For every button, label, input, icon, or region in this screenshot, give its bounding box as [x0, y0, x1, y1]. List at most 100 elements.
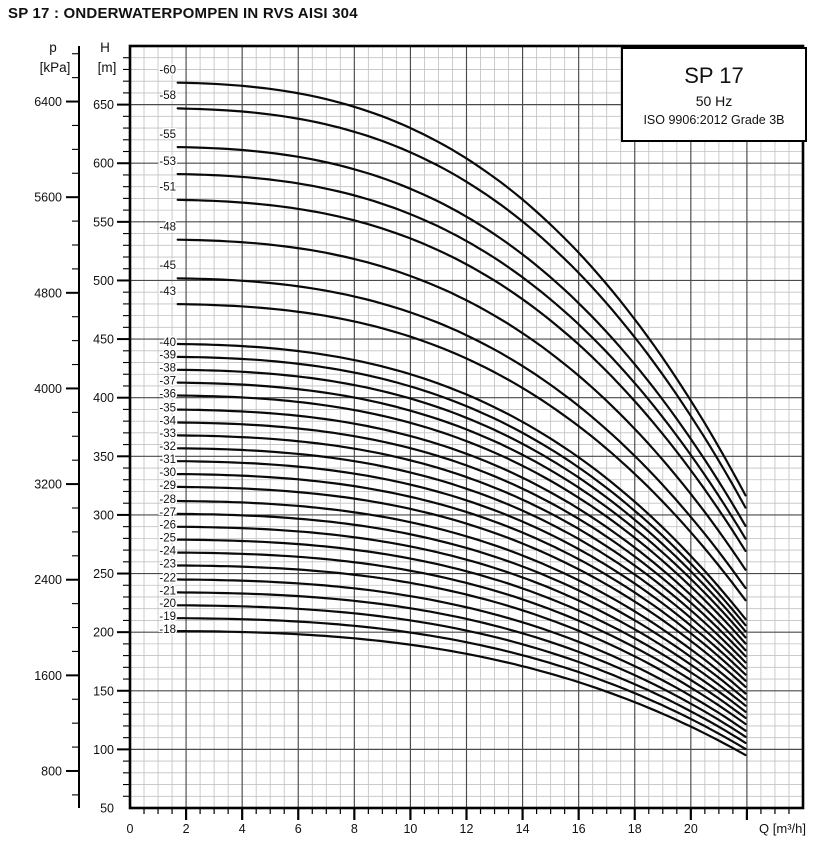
curve-sp17-33: [176, 434, 747, 664]
curve-sp17-39: [176, 355, 747, 627]
curve-sp17-35: [176, 408, 747, 652]
legend-model: SP 17: [684, 62, 744, 88]
chart-title: SP 17 : ONDERWATERPOMPEN IN RVS AISI 304: [8, 5, 358, 22]
svg-text:p: p: [49, 40, 57, 55]
curve-label: -27: [159, 507, 176, 519]
curve-sp17-53: [176, 173, 747, 540]
curve-label: -30: [159, 467, 176, 479]
curve-sp17-55: [176, 146, 747, 527]
svg-text:500: 500: [93, 274, 114, 288]
svg-text:4000: 4000: [34, 382, 62, 396]
curve-sp17-48: [176, 238, 747, 571]
curve-label: -60: [159, 64, 176, 76]
curve-labels: -60 -58 -55 -53 -51 -48 -45 -43 -40-39-38-37-36 -…: [158, 63, 178, 638]
curve-label: -51: [159, 182, 176, 194]
curve-label: -48: [159, 221, 176, 233]
curve-sp17-26: [176, 525, 747, 707]
svg-text:350: 350: [93, 450, 114, 464]
svg-text:5600: 5600: [34, 191, 62, 205]
curve-sp17-29: [176, 485, 747, 688]
curve-label: -26: [159, 520, 176, 532]
svg-text:100: 100: [93, 743, 114, 757]
curve-sp17-27: [176, 512, 747, 701]
svg-text:14: 14: [516, 822, 530, 836]
curve-sp17-37: [176, 381, 747, 639]
curve-sp17-20: [176, 604, 747, 744]
svg-text:0: 0: [127, 822, 134, 836]
svg-text:18: 18: [628, 822, 642, 836]
pump-curves: [176, 81, 747, 757]
svg-text:400: 400: [93, 391, 114, 405]
curve-sp17-34: [176, 421, 747, 658]
legend-standard: ISO 9906:2012 Grade 3B: [643, 112, 785, 127]
curve-sp17-28: [176, 499, 747, 695]
svg-text:2: 2: [183, 822, 190, 836]
legend-frequency: 50 Hz: [695, 92, 733, 109]
svg-text:450: 450: [93, 333, 114, 347]
curve-sp17-51: [176, 198, 747, 552]
curve-label: -22: [159, 572, 176, 584]
svg-text:3200: 3200: [34, 478, 62, 492]
svg-text:16: 16: [572, 822, 586, 836]
svg-text:[kPa]: [kPa]: [40, 60, 71, 75]
svg-text:550: 550: [93, 215, 114, 229]
curve-label: -24: [159, 545, 176, 557]
curve-sp17-43: [176, 303, 747, 602]
curve-label: -32: [159, 441, 176, 453]
curve-sp17-18: [176, 630, 747, 757]
legend-box: SP 17 50 Hz ISO 9906:2012 Grade 3B: [621, 47, 807, 142]
curve-sp17-30: [176, 473, 747, 682]
curve-sp17-25: [176, 538, 747, 713]
curve-label: -25: [159, 533, 176, 545]
curve-sp17-38: [176, 368, 747, 633]
svg-text:650: 650: [93, 98, 114, 112]
p-axis: 6400 5600 4800 4000 3200 2400 1600 800 p [kPa]: [34, 40, 80, 808]
svg-text:10: 10: [403, 822, 417, 836]
curve-sp17-23: [176, 564, 747, 726]
curve-label: -33: [159, 428, 176, 440]
curve-sp17-21: [176, 591, 747, 738]
curve-label: -36: [159, 388, 176, 400]
curve-sp17-36: [176, 394, 747, 645]
curve-sp17-45: [176, 277, 747, 590]
curve-label: -18: [159, 624, 176, 636]
curve-sp17-32: [176, 447, 747, 670]
svg-text:600: 600: [93, 157, 114, 171]
curve-sp17-19: [176, 617, 747, 751]
curve-sp17-60: [176, 81, 747, 497]
svg-text:6400: 6400: [34, 95, 62, 109]
svg-text:Q [m³/h]: Q [m³/h]: [759, 821, 806, 836]
q-axis: 0 2 4 6 8 10 12 14 16 18 20 Q [m³/h]: [127, 808, 806, 836]
svg-text:200: 200: [93, 626, 114, 640]
svg-text:1600: 1600: [34, 669, 62, 683]
curve-label: -34: [159, 415, 176, 427]
curve-label: -38: [159, 363, 176, 375]
svg-text:20: 20: [684, 822, 698, 836]
curve-sp17-31: [176, 460, 747, 676]
svg-text:[m]: [m]: [98, 60, 117, 75]
curve-sp17-40: [176, 342, 747, 621]
curve-label: -37: [159, 375, 176, 387]
svg-text:6: 6: [295, 822, 302, 836]
curve-label: -40: [159, 337, 176, 349]
curve-label: -28: [159, 494, 176, 506]
svg-text:2400: 2400: [34, 573, 62, 587]
curve-label: -20: [159, 598, 176, 610]
curve-sp17-58: [176, 107, 747, 509]
curve-label: -35: [159, 402, 176, 414]
svg-text:50: 50: [100, 802, 114, 816]
svg-text:800: 800: [41, 764, 62, 778]
svg-text:300: 300: [93, 508, 114, 522]
svg-text:4: 4: [239, 822, 246, 836]
svg-text:250: 250: [93, 567, 114, 581]
curve-label: -55: [159, 129, 176, 141]
curve-label: -45: [159, 260, 176, 272]
curve-label: -23: [159, 558, 176, 570]
svg-text:8: 8: [351, 822, 358, 836]
curve-label: -53: [159, 156, 176, 168]
h-axis: 650 600 550 500 450 400 350 300 250 200 150 100 50 H […: [93, 40, 130, 816]
curve-label: -31: [159, 454, 176, 466]
svg-text:12: 12: [460, 822, 474, 836]
